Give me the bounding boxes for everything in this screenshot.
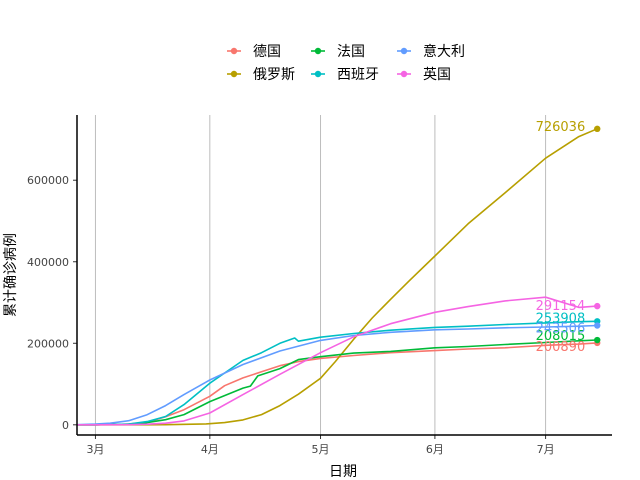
- y-tick-label: 600000: [27, 174, 69, 187]
- legend-key-point: [400, 70, 408, 78]
- legend-item: 德国: [227, 44, 281, 60]
- series-end-label: 726036: [536, 120, 586, 135]
- legend-item: 法国: [311, 44, 365, 60]
- series-end-point: [594, 302, 601, 310]
- legend-key-point: [230, 47, 238, 55]
- series-line: [77, 339, 598, 426]
- legend-key-point: [230, 70, 238, 78]
- legend-label: 法国: [337, 44, 365, 60]
- legend-label: 英国: [423, 66, 451, 83]
- legend-key-point: [314, 70, 322, 78]
- legend-item: 西班牙: [311, 67, 379, 83]
- x-axis-title: 日期: [329, 464, 357, 480]
- y-tick-label: 0: [62, 419, 69, 432]
- x-tick-label: 5月: [312, 443, 330, 456]
- series-end-point: [594, 336, 601, 344]
- series-end-label: 243506: [536, 322, 586, 337]
- legend-label: 德国: [253, 44, 281, 60]
- x-tick-label: 6月: [426, 443, 444, 456]
- axes: 3月 4月 5月 6月 7月 0 200000 400000 600000: [27, 115, 612, 456]
- legend-label: 意大利: [423, 43, 465, 60]
- legend-label: 俄罗斯: [253, 67, 295, 83]
- series-end-label: 200890: [536, 340, 586, 355]
- x-tick-label: 4月: [201, 443, 219, 456]
- legend-label: 西班牙: [337, 67, 379, 83]
- series-end-point: [594, 125, 601, 133]
- series-line: [77, 128, 598, 426]
- series-line: [76, 324, 598, 426]
- series-line: [77, 320, 598, 426]
- legend-key-point: [314, 47, 322, 55]
- series-line: [77, 296, 598, 426]
- legend-item: 俄罗斯: [227, 67, 295, 83]
- series-layer: [76, 125, 601, 426]
- x-tick-label: 3月: [86, 443, 104, 456]
- legend-item: 意大利: [397, 43, 465, 60]
- series-end-point: [594, 322, 601, 329]
- legend-key-point: [400, 47, 408, 55]
- y-tick-label: 400000: [27, 256, 69, 269]
- y-axis-title: 累计确诊病例: [3, 233, 19, 317]
- series-end-label: 253908: [536, 311, 586, 326]
- series-end-label: 291154: [536, 299, 586, 314]
- y-tick-label: 200000: [27, 337, 69, 350]
- grid-lines: [94, 115, 547, 435]
- legend-item: 英国: [397, 66, 451, 83]
- series-end-label: 208015: [536, 329, 586, 344]
- x-tick-label: 7月: [537, 443, 555, 456]
